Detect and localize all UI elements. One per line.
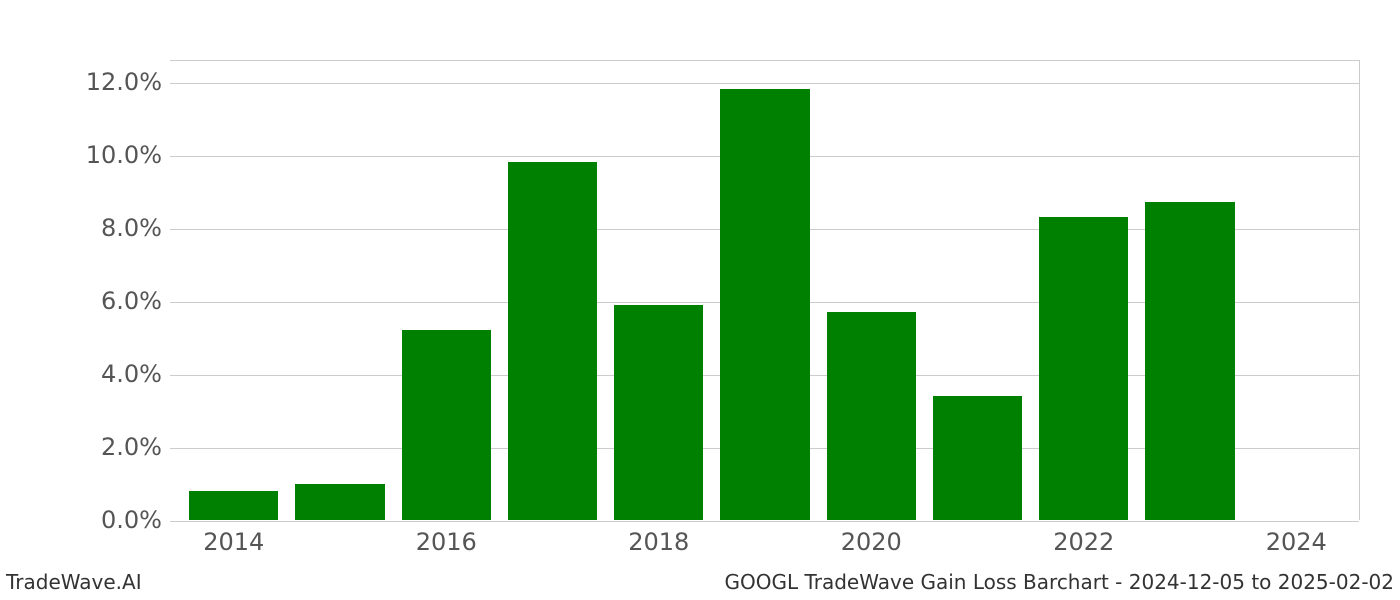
x-tick-label: 2024 — [1266, 528, 1327, 556]
footer-right-caption: GOOGL TradeWave Gain Loss Barchart - 202… — [725, 570, 1395, 594]
x-tick-label: 2016 — [416, 528, 477, 556]
y-tick-label: 2.0% — [37, 433, 162, 461]
bar — [1145, 202, 1234, 520]
y-tick-label: 6.0% — [37, 287, 162, 315]
gridline — [170, 521, 1359, 522]
x-tick-label: 2022 — [1053, 528, 1114, 556]
bar — [295, 484, 384, 521]
x-tick-label: 2014 — [203, 528, 264, 556]
x-tick-label: 2020 — [841, 528, 902, 556]
footer-left-brand: TradeWave.AI — [6, 570, 142, 594]
chart-plot-area — [170, 60, 1360, 520]
bar — [1039, 217, 1128, 520]
bar — [508, 162, 597, 520]
bar — [189, 491, 278, 520]
bar — [402, 330, 491, 520]
y-tick-label: 4.0% — [37, 360, 162, 388]
x-tick-label: 2018 — [628, 528, 689, 556]
y-tick-label: 10.0% — [37, 141, 162, 169]
y-tick-label: 12.0% — [37, 68, 162, 96]
bar — [827, 312, 916, 520]
bar — [933, 396, 1022, 520]
y-tick-label: 8.0% — [37, 214, 162, 242]
bar — [720, 89, 809, 520]
gridline — [170, 83, 1359, 84]
y-tick-label: 0.0% — [37, 506, 162, 534]
bar — [614, 305, 703, 520]
